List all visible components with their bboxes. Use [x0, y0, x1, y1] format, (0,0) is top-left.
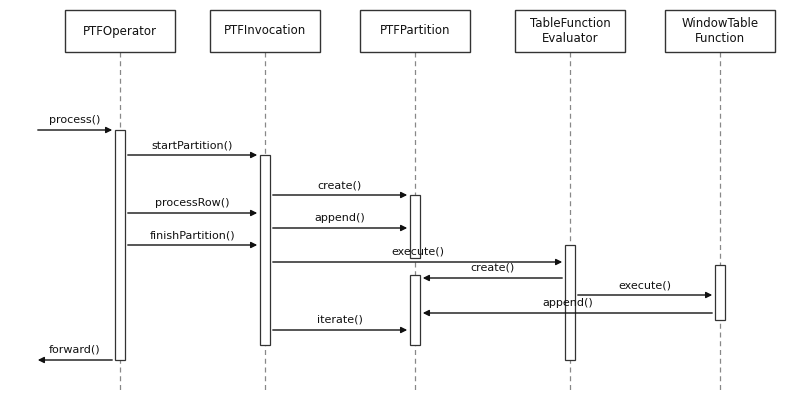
Text: PTFPartition: PTFPartition [380, 25, 450, 37]
Text: process(): process() [50, 115, 101, 125]
Bar [715, 265, 725, 320]
Text: forward(): forward() [49, 345, 101, 355]
Bar [210, 10, 320, 52]
Bar [565, 245, 575, 360]
Text: iterate(): iterate() [317, 315, 363, 325]
Bar [410, 195, 420, 258]
Text: create(): create() [470, 263, 514, 273]
Bar [515, 10, 625, 52]
Text: PTFOperator: PTFOperator [83, 25, 157, 37]
Bar [360, 10, 470, 52]
Text: processRow(): processRow() [155, 198, 230, 208]
Text: finishPartition(): finishPartition() [150, 230, 235, 240]
Bar [65, 10, 175, 52]
Bar [665, 10, 775, 52]
Bar [115, 130, 125, 360]
Bar [410, 275, 420, 345]
Text: WindowTable
Function: WindowTable Function [682, 17, 758, 45]
Bar [260, 155, 270, 345]
Text: execute(): execute() [391, 247, 444, 257]
Text: PTFInvocation: PTFInvocation [224, 25, 306, 37]
Text: startPartition(): startPartition() [152, 140, 233, 150]
Text: append(): append() [542, 298, 593, 308]
Text: append(): append() [314, 213, 366, 223]
Text: create(): create() [318, 180, 362, 190]
Text: TableFunction
Evaluator: TableFunction Evaluator [530, 17, 610, 45]
Text: execute(): execute() [618, 280, 671, 290]
